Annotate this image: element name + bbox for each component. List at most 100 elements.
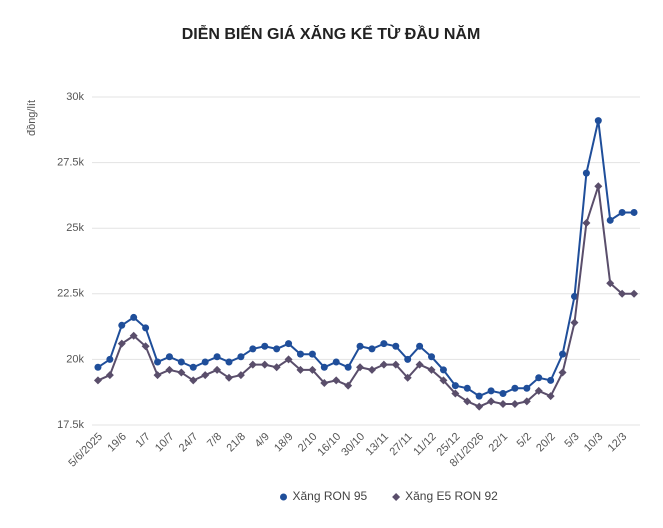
data-point — [237, 353, 245, 361]
data-point — [463, 384, 471, 392]
data-point — [570, 292, 578, 300]
data-point — [285, 340, 293, 348]
x-tick-label: 21/8 — [224, 431, 248, 455]
y-tick-label: 20k — [66, 353, 84, 365]
data-point — [606, 279, 615, 288]
legend-marker — [280, 493, 287, 501]
data-point — [379, 360, 388, 369]
data-point — [428, 353, 436, 361]
data-point — [296, 365, 305, 374]
data-point — [142, 324, 150, 332]
data-point — [320, 379, 329, 388]
data-point — [582, 169, 590, 177]
data-point — [606, 216, 614, 224]
data-point — [225, 373, 233, 382]
data-point — [558, 368, 567, 377]
y-axis-label: đồng/lít — [26, 100, 38, 136]
data-point — [534, 386, 543, 395]
data-point — [320, 363, 328, 371]
x-tick-label: 5/3 — [562, 431, 581, 450]
x-tick-label: 1/7 — [133, 431, 152, 450]
data-point — [260, 360, 269, 369]
x-tick-label: 5/6/2025 — [66, 431, 105, 470]
y-tick-label: 17.5k — [57, 419, 84, 431]
series-line — [97, 185, 634, 408]
data-point — [105, 371, 114, 380]
data-point — [487, 387, 495, 395]
data-point — [213, 353, 221, 361]
data-point — [594, 182, 603, 191]
x-tick-label: 20/2 — [534, 431, 558, 455]
data-point — [559, 350, 567, 358]
legend-label: Xăng RON 95 — [293, 489, 368, 503]
data-point — [106, 355, 114, 363]
data-point — [356, 342, 364, 350]
x-tick-label: 10/7 — [153, 431, 177, 455]
data-point — [117, 339, 126, 348]
data-point — [177, 368, 186, 377]
data-point — [535, 374, 543, 382]
data-point — [236, 371, 245, 380]
data-point — [213, 365, 222, 374]
data-point — [225, 358, 233, 366]
data-point — [272, 363, 281, 372]
data-point — [177, 358, 185, 366]
data-point — [415, 360, 424, 369]
data-point — [118, 321, 126, 329]
y-tick-label: 30k — [66, 91, 84, 103]
data-point — [189, 376, 198, 385]
data-point — [332, 358, 340, 366]
data-point — [391, 360, 400, 369]
x-tick-label: 5/2 — [515, 431, 534, 450]
chart-title: DIỄN BIẾN GIÁ XĂNG KỂ TỪ ĐẦU NĂM — [182, 24, 481, 43]
data-point — [189, 363, 197, 371]
data-point — [308, 365, 317, 374]
x-tick-label: 27/11 — [387, 431, 414, 458]
data-point — [130, 313, 138, 321]
data-point — [463, 397, 472, 406]
x-tick-label: 16/10 — [315, 431, 343, 459]
y-tick-label: 27.5k — [57, 157, 84, 169]
data-point — [284, 355, 293, 364]
data-point — [94, 363, 102, 371]
data-point — [487, 397, 496, 406]
data-point — [618, 208, 626, 216]
data-point — [403, 373, 412, 382]
data-point — [510, 400, 519, 409]
data-point — [165, 353, 173, 361]
x-tick-label: 4/9 — [253, 431, 272, 450]
data-point — [475, 402, 484, 411]
x-tick-label: 30/10 — [339, 431, 367, 459]
x-tick-label: 12/3 — [606, 431, 630, 455]
x-tick-label: 18/9 — [272, 431, 296, 455]
data-point — [546, 392, 555, 401]
x-tick-label: 10/3 — [582, 431, 606, 455]
data-point — [332, 376, 341, 385]
data-point — [594, 117, 602, 125]
data-point — [153, 371, 162, 380]
data-point — [630, 208, 638, 216]
x-tick-label: 11/12 — [411, 431, 438, 458]
data-point — [499, 400, 507, 409]
data-point — [439, 376, 448, 385]
data-point — [273, 345, 281, 353]
data-point — [380, 340, 388, 348]
data-point — [141, 342, 150, 351]
data-point — [392, 342, 400, 350]
data-point — [93, 376, 102, 385]
data-point — [129, 331, 138, 340]
x-tick-label: 19/6 — [105, 431, 129, 455]
data-point — [475, 392, 483, 400]
data-point — [511, 384, 519, 392]
data-point — [547, 376, 555, 384]
data-point — [201, 358, 209, 366]
data-point — [451, 382, 459, 390]
data-point — [308, 350, 316, 358]
y-tick-label: 22.5k — [57, 288, 84, 300]
data-point — [427, 365, 436, 374]
data-point — [261, 342, 269, 350]
data-point — [416, 342, 424, 350]
data-point — [356, 363, 365, 372]
x-tick-label: 7/8 — [205, 431, 224, 450]
